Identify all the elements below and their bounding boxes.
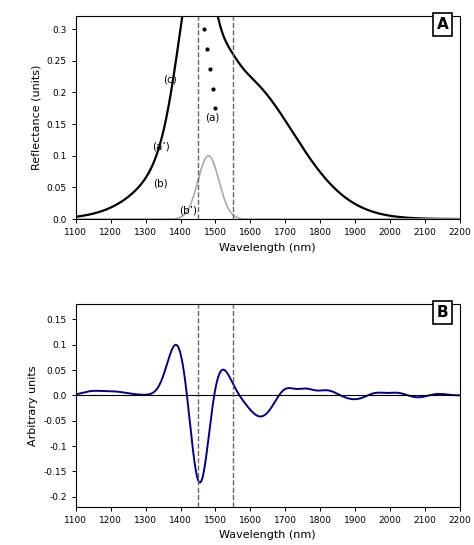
- Y-axis label: Reflectance (units): Reflectance (units): [31, 65, 41, 171]
- Text: (a’): (a’): [152, 141, 170, 152]
- Text: (a): (a): [205, 113, 219, 123]
- Text: A: A: [437, 17, 448, 32]
- Text: (b’): (b’): [179, 206, 197, 216]
- Text: (b): (b): [153, 178, 167, 188]
- X-axis label: Wavelength (nm): Wavelength (nm): [219, 243, 316, 253]
- Text: B: B: [437, 305, 448, 320]
- Y-axis label: Arbitrary units: Arbitrary units: [28, 365, 38, 446]
- Text: (c): (c): [164, 75, 177, 85]
- X-axis label: Wavelength (nm): Wavelength (nm): [219, 530, 316, 541]
